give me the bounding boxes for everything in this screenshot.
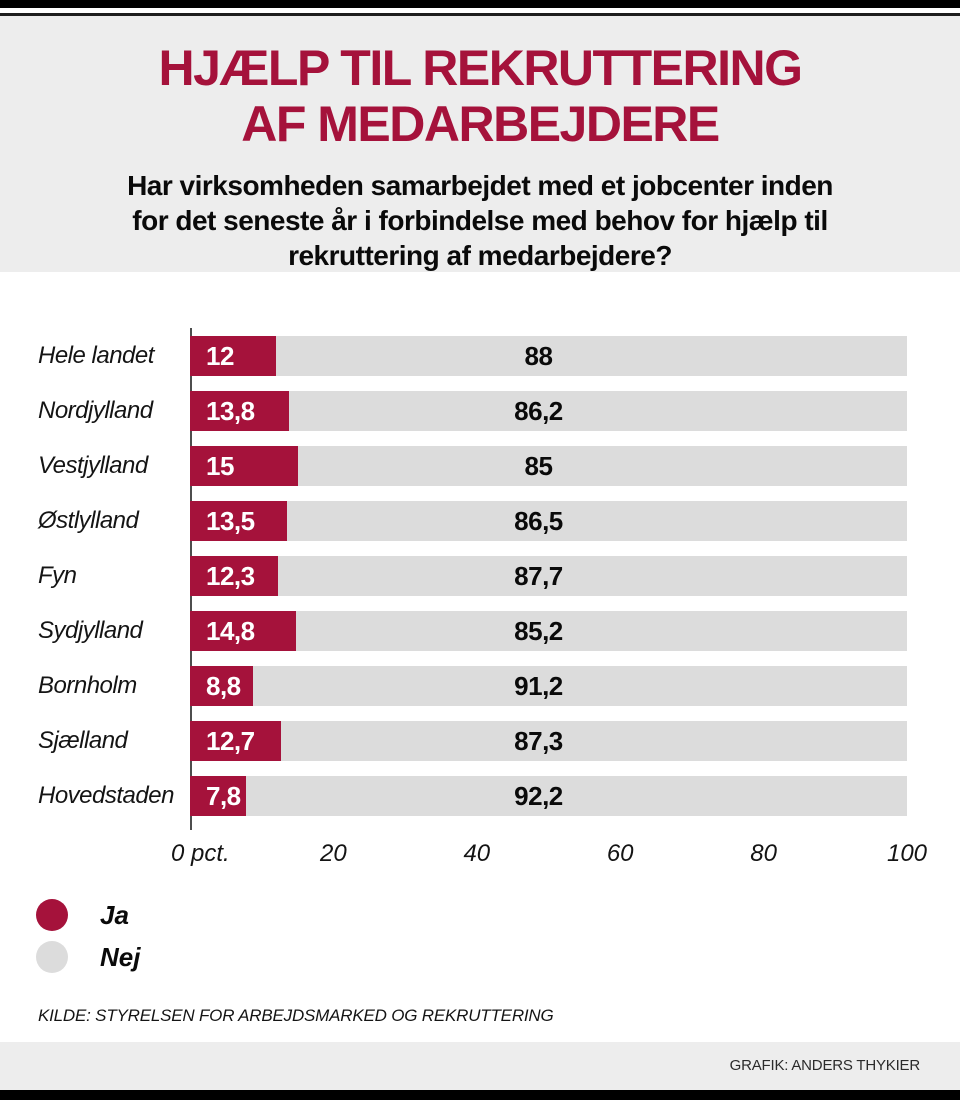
- x-tick-0: 0 pct.: [171, 840, 230, 867]
- chart-row-8: Sjælland 12,7 87,3: [0, 721, 960, 761]
- bar-nej-segment: 7,8 92,2: [190, 776, 907, 816]
- legend-dot-icon: [36, 941, 68, 973]
- bar-ja-segment: 12,7: [190, 721, 282, 761]
- bar-ja-segment: 8,8: [190, 666, 254, 706]
- x-tick-40: 40: [463, 840, 491, 867]
- bar-ja-segment: 14,8: [190, 611, 297, 651]
- chart-row-3: Vestjylland 15 85: [0, 446, 960, 486]
- chart-row-6: Sydjylland 14,8 85,2: [0, 611, 960, 651]
- ja-value-label: 12: [206, 341, 234, 371]
- category-label: Østlylland: [38, 507, 139, 534]
- category-label: Hovedstaden: [38, 782, 174, 809]
- top-black-band: [0, 0, 960, 8]
- category-label: Sydjylland: [38, 617, 143, 644]
- bar-ja-segment: 7,8: [190, 776, 246, 816]
- chart-row-7: Bornholm 8,8 91,2: [0, 666, 960, 706]
- bar-nej-segment: 12,3 87,7: [190, 556, 907, 596]
- source-note: KILDE: STYRELSEN FOR ARBEJDSMARKED OG RE…: [38, 1006, 554, 1025]
- bar-nej-segment: 12,7 87,3: [190, 721, 907, 761]
- x-axis-ticks: 0 pct. 20 40 60 80 100: [0, 840, 960, 870]
- nej-value-label: 85,2: [514, 616, 563, 646]
- ja-value-label: 13,8: [206, 396, 255, 426]
- legend-label: Nej: [100, 942, 141, 972]
- title-line-1: HJÆLP TIL REKRUTTERING: [158, 40, 803, 96]
- category-label: Nordjylland: [38, 397, 153, 424]
- ja-value-label: 8,8: [206, 671, 241, 701]
- nej-value-label: 92,2: [514, 781, 563, 811]
- legend-dot-icon: [36, 899, 68, 931]
- top-divider-line: [0, 13, 960, 16]
- bar-nej-segment: 13,5 86,5: [190, 501, 907, 541]
- nej-value-label: 87,3: [514, 726, 563, 756]
- footer-band: GRAFIK: ANDERS THYKIER: [0, 1042, 960, 1090]
- bar-ja-segment: 13,5: [190, 501, 287, 541]
- nej-value-label: 88: [524, 341, 553, 371]
- chart-rows: Hele landet 12 88 Nordjylland 13,8 86,2 Vestjy…: [0, 336, 960, 831]
- x-tick-60: 60: [606, 840, 634, 867]
- ja-value-label: 14,8: [206, 616, 255, 646]
- page-title: HJÆLP TIL REKRUTTERING AF MEDARBEJDERE: [0, 40, 960, 152]
- x-tick-100: 100: [886, 840, 928, 867]
- x-tick-80: 80: [750, 840, 777, 867]
- bar-ja-segment: 12,3: [190, 556, 279, 596]
- bar-nej-segment: 14,8 85,2: [190, 611, 907, 651]
- subtitle-line-3: rekruttering af medarbejdere?: [288, 240, 672, 271]
- ja-value-label: 13,5: [206, 506, 255, 536]
- nej-value-label: 85: [524, 451, 553, 481]
- stacked-bar-chart: Hele landet 12 88 Nordjylland 13,8 86,2 Vestjy…: [0, 272, 960, 1042]
- subtitle-line-2: for det seneste år i forbindelse med beh…: [132, 205, 828, 236]
- chart-row-5: Fyn 12,3 87,7: [0, 556, 960, 596]
- category-label: Vestjylland: [38, 452, 148, 479]
- nej-value-label: 86,5: [514, 506, 563, 536]
- bar-ja-segment: 13,8: [190, 391, 289, 431]
- chart-row-9: Hovedstaden 7,8 92,2: [0, 776, 960, 816]
- bar-nej-segment: 13,8 86,2: [190, 391, 907, 431]
- category-label: Sjælland: [38, 727, 128, 754]
- chart-row-2: Nordjylland 13,8 86,2: [0, 391, 960, 431]
- ja-value-label: 15: [206, 451, 234, 481]
- bottom-black-band: [0, 1090, 960, 1100]
- bar-nej-segment: 15 85: [190, 446, 907, 486]
- chart-row-4: Østlylland 13,5 86,5: [0, 501, 960, 541]
- ja-value-label: 7,8: [206, 781, 241, 811]
- ja-value-label: 12,3: [206, 561, 255, 591]
- bar-ja-segment: 15: [190, 446, 298, 486]
- bar-ja-segment: 12: [190, 336, 276, 376]
- x-tick-20: 20: [320, 840, 347, 867]
- subtitle-line-1: Har virksomheden samarbejdet med et jobc…: [127, 170, 833, 201]
- bar-nej-segment: 8,8 91,2: [190, 666, 907, 706]
- category-label: Fyn: [38, 562, 77, 589]
- nej-value-label: 86,2: [514, 396, 563, 426]
- nej-value-label: 87,7: [514, 561, 563, 591]
- ja-value-label: 12,7: [206, 726, 255, 756]
- header: HJÆLP TIL REKRUTTERING AF MEDARBEJDERE H…: [0, 16, 960, 272]
- chart-question: Har virksomheden samarbejdet med et jobc…: [0, 168, 960, 273]
- nej-value-label: 91,2: [514, 671, 563, 701]
- bar-nej-segment: 12 88: [190, 336, 907, 376]
- title-line-2: AF MEDARBEJDERE: [241, 96, 720, 152]
- category-label: Hele landet: [38, 342, 154, 369]
- chart-row-1: Hele landet 12 88: [0, 336, 960, 376]
- legend-label: Ja: [100, 900, 129, 930]
- graphics-credit: GRAFIK: ANDERS THYKIER: [729, 1057, 921, 1074]
- category-label: Bornholm: [38, 672, 137, 699]
